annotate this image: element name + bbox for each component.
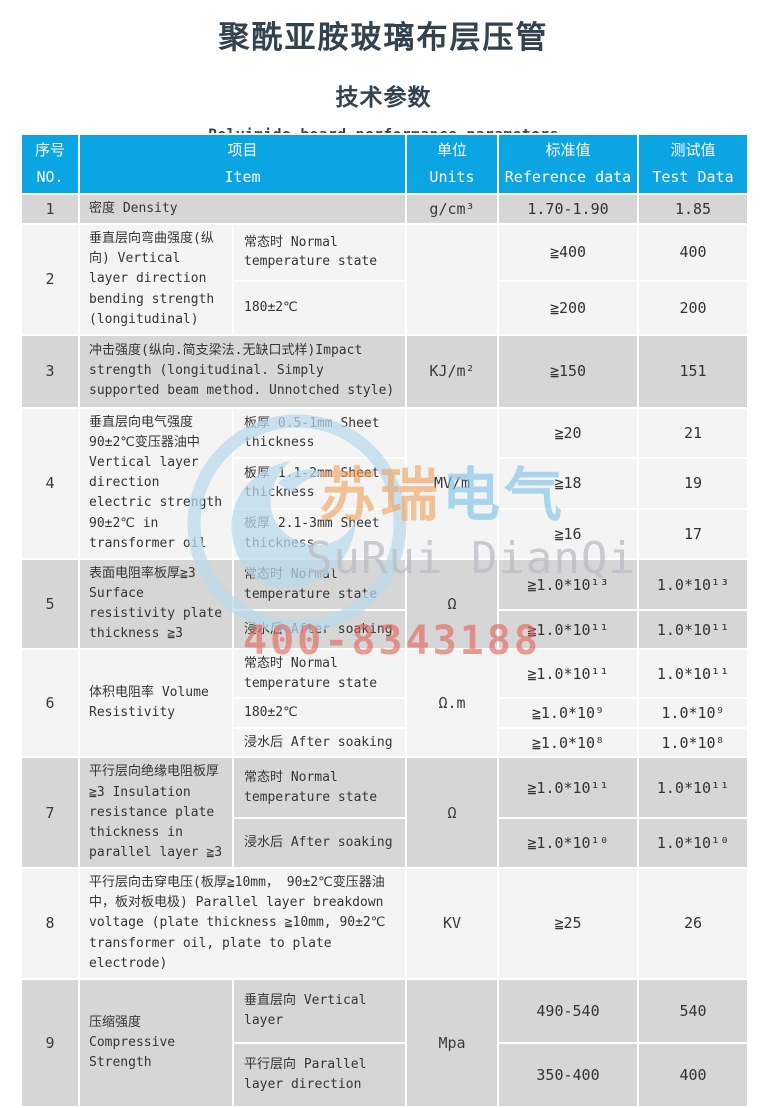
row4-sub2-reference: ≧18	[497, 457, 639, 510]
row2-item: 垂直层向弯曲强度(纵向) Vertical layer direction be…	[78, 223, 234, 336]
row9-sub2-test: 400	[637, 1041, 749, 1108]
page-subtitle: 技术参数	[335, 84, 432, 111]
table-row-7b: 浸水后 After soaking ≧1.0*10¹⁰ 1.0*10¹⁰	[21, 817, 749, 870]
table-row-8: 8 平行层向击穿电压(板厚≧10mm， 90±2℃变压器油中，板对板电极) Pa…	[20, 867, 749, 980]
row4-sub3-reference: ≧16	[497, 507, 639, 560]
row5-sub2-label: 浸水后 After soaking	[232, 609, 407, 651]
row5-sub2-test: 1.0*10¹¹	[637, 609, 749, 651]
row4-sub2-test: 19	[637, 457, 749, 510]
row4-sub3-test: 17	[637, 507, 749, 560]
row4-units: MV/m	[405, 406, 499, 560]
row5-sub1-test: 1.0*10¹³	[637, 557, 749, 612]
table-row-2b: 180±2℃ ≧200 200	[21, 279, 749, 336]
row9-sub2-reference: 350-400	[497, 1041, 639, 1108]
row2-units	[405, 223, 499, 336]
row4-sub1-reference: ≧20	[497, 406, 639, 460]
row5-sub1-label: 常态时 Normal temperature state	[232, 557, 407, 612]
row2-sub2-label: 180±2℃	[232, 279, 407, 336]
row2-no: 2	[20, 223, 80, 336]
row5-sub1-reference: ≧1.0*10¹³	[497, 557, 639, 612]
row6-sub1-reference: ≧1.0*10¹¹	[497, 648, 639, 700]
row4-sub1-test: 21	[637, 406, 749, 460]
table-row-1: 1 密度 Density g/cm³ 1.70-1.90 1.85	[20, 192, 749, 226]
table-row-3: 3 冲击强度(纵向.简支梁法.无缺口式样)Impact strength (lo…	[20, 333, 749, 409]
row3-units: KJ/m²	[405, 333, 499, 409]
row6-sub2-label: 180±2℃	[232, 697, 407, 729]
row8-item: 平行层向击穿电压(板厚≧10mm， 90±2℃变压器油中，板对板电极) Para…	[78, 867, 407, 980]
row9-units: Mpa	[405, 977, 499, 1108]
row9-no: 9	[20, 977, 80, 1108]
row1-item: 密度 Density	[78, 192, 407, 226]
row8-units: KV	[405, 867, 499, 980]
row7-sub1-test: 1.0*10¹¹	[637, 756, 749, 820]
page-title: 聚酰亚胺玻璃布层压管	[218, 20, 549, 56]
table-row-2: 2 垂直层向弯曲强度(纵向) Vertical layer direction …	[20, 223, 749, 336]
row6-no: 6	[20, 648, 80, 759]
row7-units: Ω	[405, 756, 499, 870]
row9-sub2-label: 平行层向 Parallel layer direction	[232, 1041, 407, 1108]
row9-sub1-label: 垂直层向 Vertical layer	[232, 977, 407, 1044]
header-no: 序号 NO.	[20, 133, 80, 195]
row6-sub1-test: 1.0*10¹¹	[637, 648, 749, 700]
row2-sub2-reference: ≧200	[497, 279, 639, 336]
table-row-5: 5 表面电阻率板厚≧3 Surface resistivity plate th…	[20, 557, 749, 651]
row7-sub2-reference: ≧1.0*10¹⁰	[497, 817, 639, 870]
row1-no: 1	[20, 192, 80, 226]
table-row-7: 7 平行层向绝缘电阻板厚≧3 Insulation resistance pla…	[20, 756, 749, 870]
header-reference: 标准值 Reference data	[497, 133, 639, 195]
row4-no: 4	[20, 406, 80, 560]
row4-item: 垂直层向电气强度90±2℃变压器油中 Vertical layer direct…	[78, 406, 234, 560]
row2-sub2-test: 200	[637, 279, 749, 336]
row2-sub1-label: 常态时 Normal temperature state	[232, 223, 407, 282]
table-row-6b: 180±2℃ ≧1.0*10⁹ 1.0*10⁹	[21, 697, 749, 729]
row3-test: 151	[637, 333, 749, 409]
row5-no: 5	[20, 557, 80, 651]
row5-units: Ω	[405, 557, 499, 651]
header-units: 单位 Units	[405, 133, 499, 195]
row8-test: 26	[637, 867, 749, 980]
row7-item: 平行层向绝缘电阻板厚≧3 Insulation resistance plate…	[78, 756, 234, 870]
row9-sub1-reference: 490-540	[497, 977, 639, 1044]
row9-sub1-test: 540	[637, 977, 749, 1044]
row2-sub1-reference: ≧400	[497, 223, 639, 282]
parameters-table: 序号 NO. 项目 Item 单位 Units 标准值 Reference data 测…	[20, 133, 749, 1108]
row7-sub1-reference: ≧1.0*10¹¹	[497, 756, 639, 820]
row6-sub3-test: 1.0*10⁸	[637, 726, 749, 759]
row9-item: 压缩强度 Compressive Strength	[78, 977, 234, 1108]
table-header-row: 序号 NO. 项目 Item 单位 Units 标准值 Reference data 测…	[20, 133, 749, 195]
row6-sub2-reference: ≧1.0*10⁹	[497, 697, 639, 729]
row5-item: 表面电阻率板厚≧3 Surface resistivity plate thic…	[78, 557, 234, 651]
header-item: 项目 Item	[78, 133, 407, 195]
table-row-4: 4 垂直层向电气强度90±2℃变压器油中 Vertical layer dire…	[20, 406, 749, 560]
row6-units: Ω.m	[405, 648, 499, 759]
table-row-6: 6 体积电阻率 Volume Resistivity 常态时 Normal te…	[20, 648, 749, 759]
row8-reference: ≧25	[497, 867, 639, 980]
header-test: 测试值 Test Data	[637, 133, 749, 195]
row1-units: g/cm³	[405, 192, 499, 226]
row6-item: 体积电阻率 Volume Resistivity	[78, 648, 234, 759]
row3-no: 3	[20, 333, 80, 409]
row4-sub1-label: 板厚 0.5-1mm Sheet thickness	[232, 406, 407, 460]
row7-sub2-label: 浸水后 After soaking	[232, 817, 407, 870]
row3-reference: ≧150	[497, 333, 639, 409]
row6-sub2-test: 1.0*10⁹	[637, 697, 749, 729]
row7-sub2-test: 1.0*10¹⁰	[637, 817, 749, 870]
row2-sub1-test: 400	[637, 223, 749, 282]
row4-sub2-label: 板厚 1.1-2mm Sheet thickness	[232, 457, 407, 510]
table-row-6c: 浸水后 After soaking ≧1.0*10⁸ 1.0*10⁸	[21, 726, 749, 759]
page-header: 聚酰亚胺玻璃布层压管 技术参数 Polyimide board performa…	[0, 0, 767, 143]
row3-item: 冲击强度(纵向.简支梁法.无缺口式样)Impact strength (long…	[78, 333, 407, 409]
row6-sub1-label: 常态时 Normal temperature state	[232, 648, 407, 700]
table-row-9: 9 压缩强度 Compressive Strength 垂直层向 Vertica…	[20, 977, 749, 1108]
row6-sub3-label: 浸水后 After soaking	[232, 726, 407, 759]
row1-test: 1.85	[637, 192, 749, 226]
row1-reference: 1.70-1.90	[497, 192, 639, 226]
row7-no: 7	[20, 756, 80, 870]
row8-no: 8	[20, 867, 80, 980]
row7-sub1-label: 常态时 Normal temperature state	[232, 756, 407, 820]
row5-sub2-reference: ≧1.0*10¹¹	[497, 609, 639, 651]
row4-sub3-label: 板厚 2.1-3mm Sheet thickness	[232, 507, 407, 560]
row6-sub3-reference: ≧1.0*10⁸	[497, 726, 639, 759]
